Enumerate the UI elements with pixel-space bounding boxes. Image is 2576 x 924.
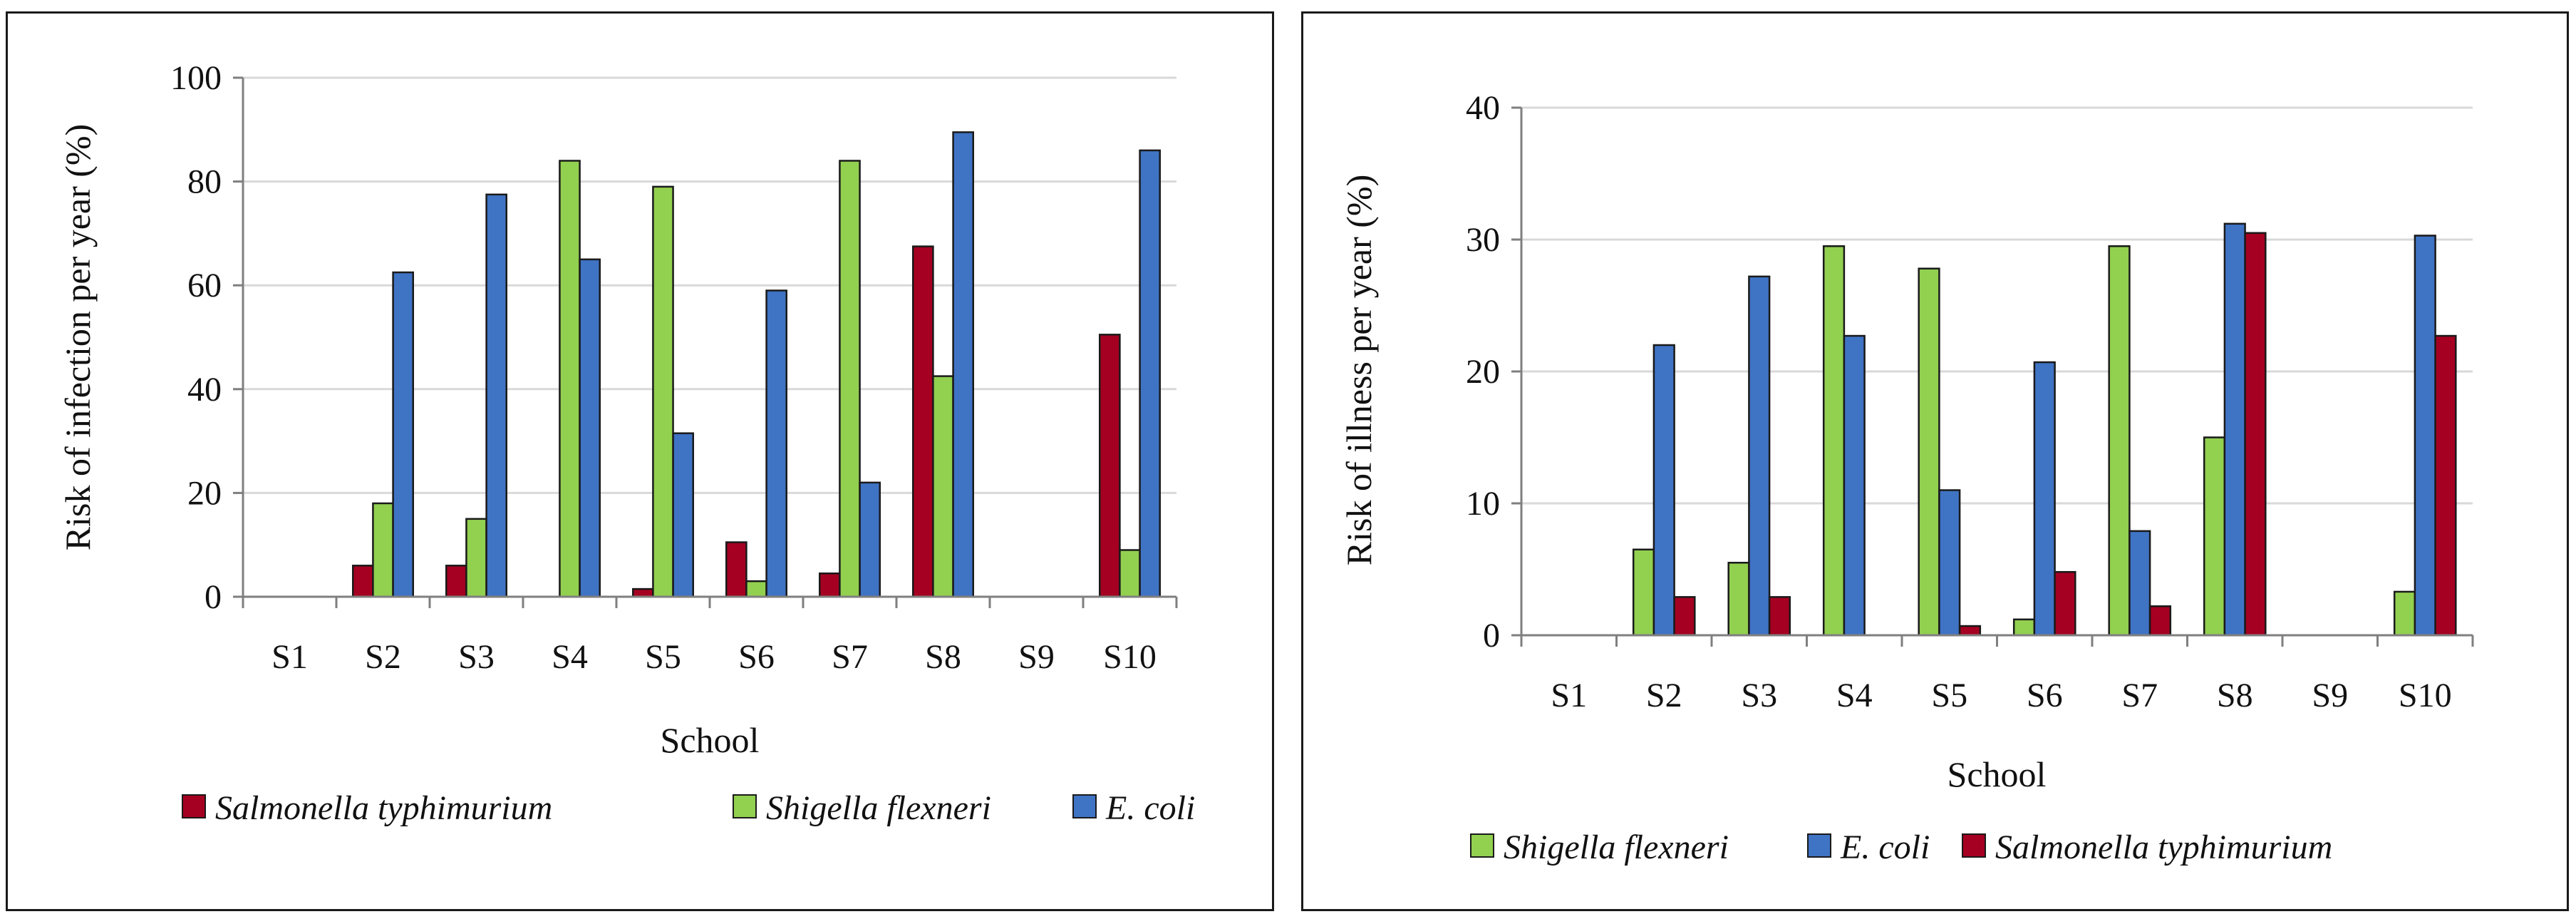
- infection-legend-label-ecoli: E. coli: [1105, 789, 1195, 827]
- infection-bar-ecoli-s4: [579, 258, 601, 598]
- illness-legend-swatch-ecoli: [1807, 833, 1831, 858]
- illness-x-tick-label: S1: [1551, 677, 1587, 714]
- infection-bar-ecoli-s10: [1139, 149, 1161, 598]
- infection-y-tick-label: 20: [187, 474, 222, 512]
- infection-legend-swatch-shigella: [733, 794, 757, 818]
- infection-chart-panel: 0 20 40 60 80 100 S1 S2 S3 S4 S5 S6 S7 S8 S9 S10 Risk of…: [6, 11, 1274, 911]
- illness-bar-shigella-s10: [2393, 590, 2416, 637]
- illness-bar-salmonella-s7: [2148, 605, 2172, 637]
- infection-bar-shigella-s3: [465, 518, 487, 598]
- illness-x-tick-label: S5: [1931, 677, 1967, 714]
- infection-legend-label-salmonella: Salmonella typhimurium: [215, 789, 552, 827]
- illness-bar-ecoli-s6: [2033, 361, 2056, 637]
- infection-bar-shigella-s2: [372, 502, 394, 598]
- infection-y-tick-label: 100: [170, 59, 222, 97]
- illness-bar-salmonella-s6: [2054, 570, 2076, 637]
- illness-bar-shigella-s6: [2012, 618, 2036, 637]
- illness-y-tick-label: 30: [1466, 221, 1500, 259]
- illness-bar-ecoli-s7: [2128, 530, 2151, 637]
- infection-bar-salmonella-s8: [912, 245, 934, 598]
- illness-bar-shigella-s7: [2108, 245, 2131, 637]
- infection-bar-ecoli-s7: [859, 481, 881, 598]
- illness-bar-shigella-s3: [1727, 562, 1750, 637]
- infection-y-tick-label: 80: [187, 163, 222, 201]
- illness-legend-swatch-salmonella: [1962, 833, 1986, 858]
- infection-x-tick-label: S4: [552, 638, 588, 676]
- infection-bar-ecoli-s8: [952, 131, 974, 598]
- illness-x-tick-label: S9: [2312, 677, 2348, 714]
- illness-bar-salmonella-s5: [1958, 625, 1982, 637]
- illness-legend-label-salmonella: Salmonella typhimurium: [1995, 828, 2332, 866]
- infection-bar-ecoli-s2: [392, 271, 414, 598]
- illness-bar-salmonella-s2: [1673, 596, 1696, 637]
- illness-x-tick-label: S7: [2121, 677, 2158, 714]
- illness-y-tick-label: 40: [1466, 89, 1500, 127]
- illness-bar-ecoli-s8: [2223, 222, 2246, 637]
- illness-y-tick-label: 20: [1466, 353, 1500, 391]
- infection-x-tick-label: S5: [645, 638, 681, 676]
- infection-legend-swatch-salmonella: [182, 794, 206, 818]
- infection-x-tick-label: S2: [365, 638, 401, 676]
- infection-risk-chart: 0 20 40 60 80 100 S1 S2 S3 S4 S5 S6 S7 S8 S9 S10 Risk of…: [58, 59, 1195, 827]
- illness-legend-swatch-shigella: [1470, 833, 1494, 858]
- infection-x-tick-label: S1: [271, 638, 308, 676]
- infection-bar-salmonella-s3: [445, 565, 467, 598]
- illness-bar-ecoli-s2: [1652, 344, 1675, 637]
- illness-bar-shigella-s2: [1632, 548, 1655, 637]
- infection-bar-shigella-s6: [745, 580, 767, 598]
- illness-x-tick-label: S6: [2027, 677, 2063, 714]
- illness-x-tick-label: S4: [1836, 677, 1873, 714]
- illness-x-tick-label: S10: [2399, 677, 2452, 714]
- illness-bar-salmonella-s3: [1768, 596, 1791, 637]
- illness-x-tick-label: S2: [1646, 677, 1682, 714]
- illness-bar-shigella-s5: [1918, 267, 1940, 637]
- infection-bar-ecoli-s6: [765, 289, 787, 598]
- illness-risk-chart: 0 10 20 30 40 S1 S2 S3 S4 S5 S6 S7 S8 S9 S10 Risk of il…: [1339, 89, 2474, 866]
- infection-bar-salmonella-s5: [632, 587, 654, 598]
- illness-bar-ecoli-s4: [1843, 334, 1866, 637]
- illness-x-axis-title: School: [1947, 754, 2047, 794]
- illness-x-tick-label: S3: [1741, 677, 1777, 714]
- infection-y-tick-label: 40: [187, 371, 222, 409]
- infection-bar-shigella-s8: [932, 375, 954, 598]
- infection-x-axis-title: School: [661, 720, 760, 760]
- illness-chart-panel: 0 10 20 30 40 S1 S2 S3 S4 S5 S6 S7 S8 S9 S10 Risk of il…: [1301, 11, 2569, 911]
- infection-bar-shigella-s10: [1119, 549, 1141, 598]
- infection-bar-salmonella-s10: [1099, 334, 1121, 598]
- infection-y-tick-label: 60: [187, 267, 222, 304]
- illness-bar-ecoli-s5: [1938, 489, 1961, 637]
- illness-bar-shigella-s4: [1822, 245, 1846, 637]
- infection-x-tick-label: S3: [458, 638, 495, 676]
- illness-legend-label-ecoli: E. coli: [1840, 828, 1930, 866]
- illness-bar-ecoli-s10: [2414, 235, 2436, 637]
- infection-bar-salmonella-s2: [352, 565, 374, 598]
- infection-bar-salmonella-s6: [725, 541, 748, 598]
- infection-x-tick-label: S6: [738, 638, 775, 676]
- infection-x-tick-label: S7: [832, 638, 868, 676]
- infection-bar-shigella-s5: [652, 185, 674, 598]
- illness-bar-salmonella-s10: [2434, 334, 2457, 637]
- infection-bar-shigella-s7: [839, 160, 861, 598]
- infection-x-tick-label: S8: [925, 638, 961, 676]
- infection-bar-shigella-s4: [559, 160, 581, 598]
- illness-bar-salmonella-s8: [2244, 232, 2267, 637]
- infection-y-tick-label: 0: [205, 578, 222, 616]
- illness-bar-shigella-s8: [2203, 436, 2226, 637]
- illness-bar-ecoli-s3: [1748, 275, 1771, 637]
- illness-x-tick-label: S8: [2217, 677, 2253, 714]
- illness-y-tick-label: 0: [1483, 617, 1500, 654]
- infection-bar-ecoli-s5: [672, 432, 694, 598]
- infection-x-tick-label: S9: [1018, 638, 1055, 676]
- infection-bar-ecoli-s3: [485, 193, 507, 598]
- infection-x-tick-label: S10: [1103, 638, 1157, 676]
- illness-legend-label-shigella: Shigella flexneri: [1504, 828, 1729, 866]
- illness-y-axis-title: Risk of illness per year (%): [1339, 175, 1379, 565]
- infection-bar-salmonella-s7: [819, 572, 841, 598]
- infection-y-axis-title: Risk of infection per year (%): [58, 124, 98, 550]
- illness-y-tick-label: 10: [1466, 485, 1500, 523]
- infection-legend-label-shigella: Shigella flexneri: [766, 789, 991, 827]
- infection-legend-swatch-ecoli: [1072, 794, 1097, 818]
